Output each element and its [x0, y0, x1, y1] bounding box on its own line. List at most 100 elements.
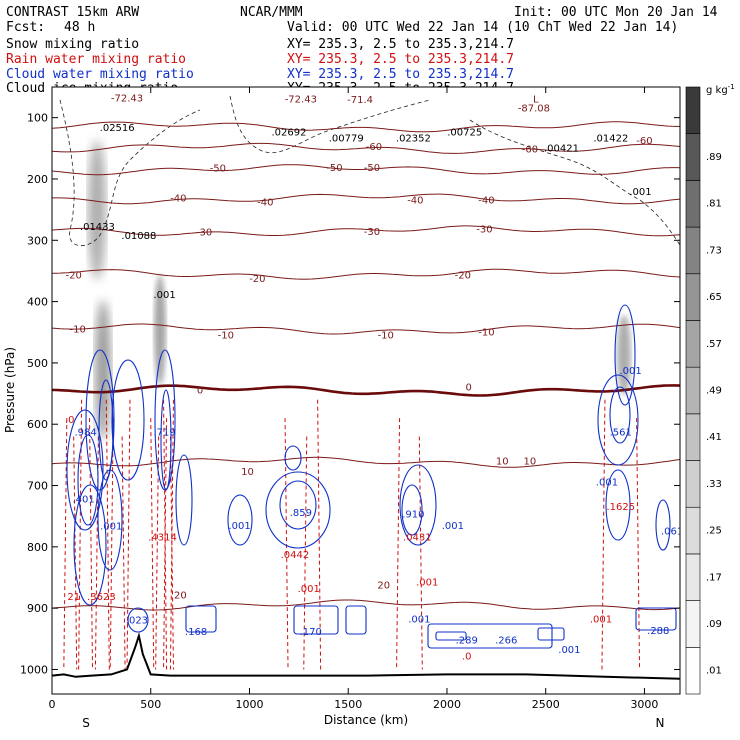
- valid-time: Valid: 00 UTC Wed 22 Jan 14 (10 ChT Wed …: [287, 20, 678, 35]
- rain-contour-line: [78, 399, 83, 670]
- cloud-water-max-label: .910: [402, 509, 424, 520]
- colorbar-label: .17: [706, 572, 722, 583]
- temp-label: -20: [249, 274, 265, 285]
- colorbar-segment: [685, 320, 701, 368]
- snow-max-label: .001: [629, 187, 651, 198]
- temp-label: -87.08: [518, 104, 550, 115]
- colorbar-label: .25: [706, 526, 722, 537]
- forecast-value: 48 h: [64, 20, 95, 35]
- init-time: Init: 00 UTC Mon 20 Jan 14: [514, 5, 718, 20]
- x-axis-left-end: S: [82, 716, 90, 730]
- field-xy-cloud-water: XY= 235.3, 2.5 to 235.3,214.7: [287, 67, 514, 82]
- cloud-water-max-label: .001: [228, 521, 250, 532]
- temp-label: -50: [326, 163, 342, 174]
- colorbar-label: .09: [706, 619, 722, 630]
- rain-contour-line: [126, 399, 131, 670]
- cloud-water-max-label: .561: [610, 427, 632, 438]
- temp-label: -60: [636, 136, 652, 147]
- snow-max-label: .01088: [121, 231, 156, 242]
- rain-max-label: .1625: [606, 502, 635, 513]
- temp-label: -60: [522, 145, 538, 156]
- temp-label: 0: [197, 386, 203, 397]
- y-tick-label: 700: [27, 480, 48, 493]
- cloud-water-max-label: .289: [456, 636, 478, 647]
- temp-label: -30: [364, 227, 380, 238]
- snow-max-label: .01422: [593, 134, 628, 145]
- cloud-water-max-label: .859: [290, 508, 312, 519]
- colorbar-segment: [685, 460, 701, 508]
- x-axis-label: Distance (km): [324, 713, 408, 727]
- snow-max-labels: .02516 .02692 .00779 .02352 .00725 .00421 .014…: [80, 123, 652, 301]
- rain-contour-line: [155, 436, 160, 670]
- forecast-label: Fcst:: [6, 20, 45, 35]
- center-title: NCAR/MMM: [240, 5, 303, 20]
- snow-max-label: .02352: [396, 134, 431, 145]
- x-tick-label: 2500: [532, 698, 560, 711]
- rain-contour-line: [303, 436, 308, 670]
- x-tick-label: 3000: [630, 698, 658, 711]
- temp-label: -20: [66, 270, 82, 281]
- temp-contour--50: [52, 164, 680, 176]
- model-title: CONTRAST 15km ARW: [6, 5, 139, 20]
- rain-contours: [63, 399, 641, 670]
- rain-max-label: .4314: [148, 533, 177, 544]
- temp-label: 10: [496, 457, 509, 468]
- colorbar-segment: [685, 366, 701, 415]
- rain-max-label: .0: [65, 415, 75, 426]
- field-xy-snow: XY= 235.3, 2.5 to 235.3,214.7: [287, 37, 514, 52]
- y-tick-label: 500: [27, 357, 48, 370]
- boundary-outline: [59, 95, 680, 247]
- cloud-water-contours: [66, 304, 677, 649]
- y-tick-label: 1000: [20, 663, 48, 676]
- cloud-water-max-label: .001: [596, 478, 618, 489]
- x-axis-ticks: 0 500 1000 1500 2000 2500 3000: [49, 87, 658, 711]
- colorbar-label: .73: [706, 245, 722, 256]
- colorbar-segment: [685, 86, 701, 134]
- rain-contour-line: [317, 399, 322, 670]
- y-axis-label: Pressure (hPa): [3, 347, 17, 433]
- y-tick-label: 200: [27, 173, 48, 186]
- cloud-water-max-labels: .984 .719 .561 .401 .001 .001 .859 .910 .001 .001…: [72, 366, 683, 656]
- snow-max-label: .02692: [271, 127, 306, 138]
- rain-contour-line: [169, 399, 174, 670]
- cloud-water-max-label: .023: [126, 615, 148, 626]
- temp-label: -20: [455, 270, 471, 281]
- rain-contour-line: [418, 436, 423, 670]
- temp-contour--60: [52, 142, 680, 154]
- cloud-water-max-label: .984: [74, 427, 96, 438]
- colorbar: .01 .09 .17 .25 .33 .41 .49 .57 .65 .73 .81 .89: [685, 86, 722, 695]
- rain-max-label: .001: [416, 577, 438, 588]
- temp-label: -10: [478, 327, 494, 338]
- rain-max-label: .0: [462, 652, 472, 663]
- temp-label: -40: [257, 197, 273, 208]
- snow-max-label: .00421: [544, 143, 579, 154]
- colorbar-segment: [685, 647, 701, 695]
- x-tick-label: 2000: [433, 698, 461, 711]
- rain-max-label: .0442: [281, 550, 310, 561]
- field-name-rain: Rain water mixing ratio: [6, 52, 186, 67]
- rain-max-label: .001: [298, 584, 320, 595]
- rain-contour-line: [105, 399, 110, 670]
- cloud-water-max-label: .001: [619, 366, 641, 377]
- field-xy-rain: XY= 235.3, 2.5 to 235.3,214.7: [287, 52, 514, 67]
- colorbar-label: .89: [706, 152, 722, 163]
- rain-max-label: .001: [590, 614, 612, 625]
- cloud-water-max-label: .719: [153, 427, 175, 438]
- temp-label: -72.43: [111, 94, 143, 105]
- cloud-water-max-label: .001: [558, 645, 580, 656]
- colorbar-segment: [685, 413, 701, 461]
- y-tick-label: 300: [27, 234, 48, 247]
- snow-max-label: .00725: [447, 127, 482, 138]
- colorbar-label: .81: [706, 199, 722, 210]
- temp-contour--40: [52, 193, 680, 205]
- y-tick-label: 600: [27, 418, 48, 431]
- temp-label: -60: [366, 142, 382, 153]
- colorbar-label: .49: [706, 386, 722, 397]
- x-tick-label: 500: [140, 698, 161, 711]
- temp-label: -30: [196, 227, 212, 238]
- cloud-water-max-label: .061: [661, 527, 683, 538]
- rain-max-labels: .0 .0442 .001 .0431 .001 .1625 .3623 .4314 .001.…: [65, 415, 635, 663]
- rain-max-label: 21: [67, 592, 80, 603]
